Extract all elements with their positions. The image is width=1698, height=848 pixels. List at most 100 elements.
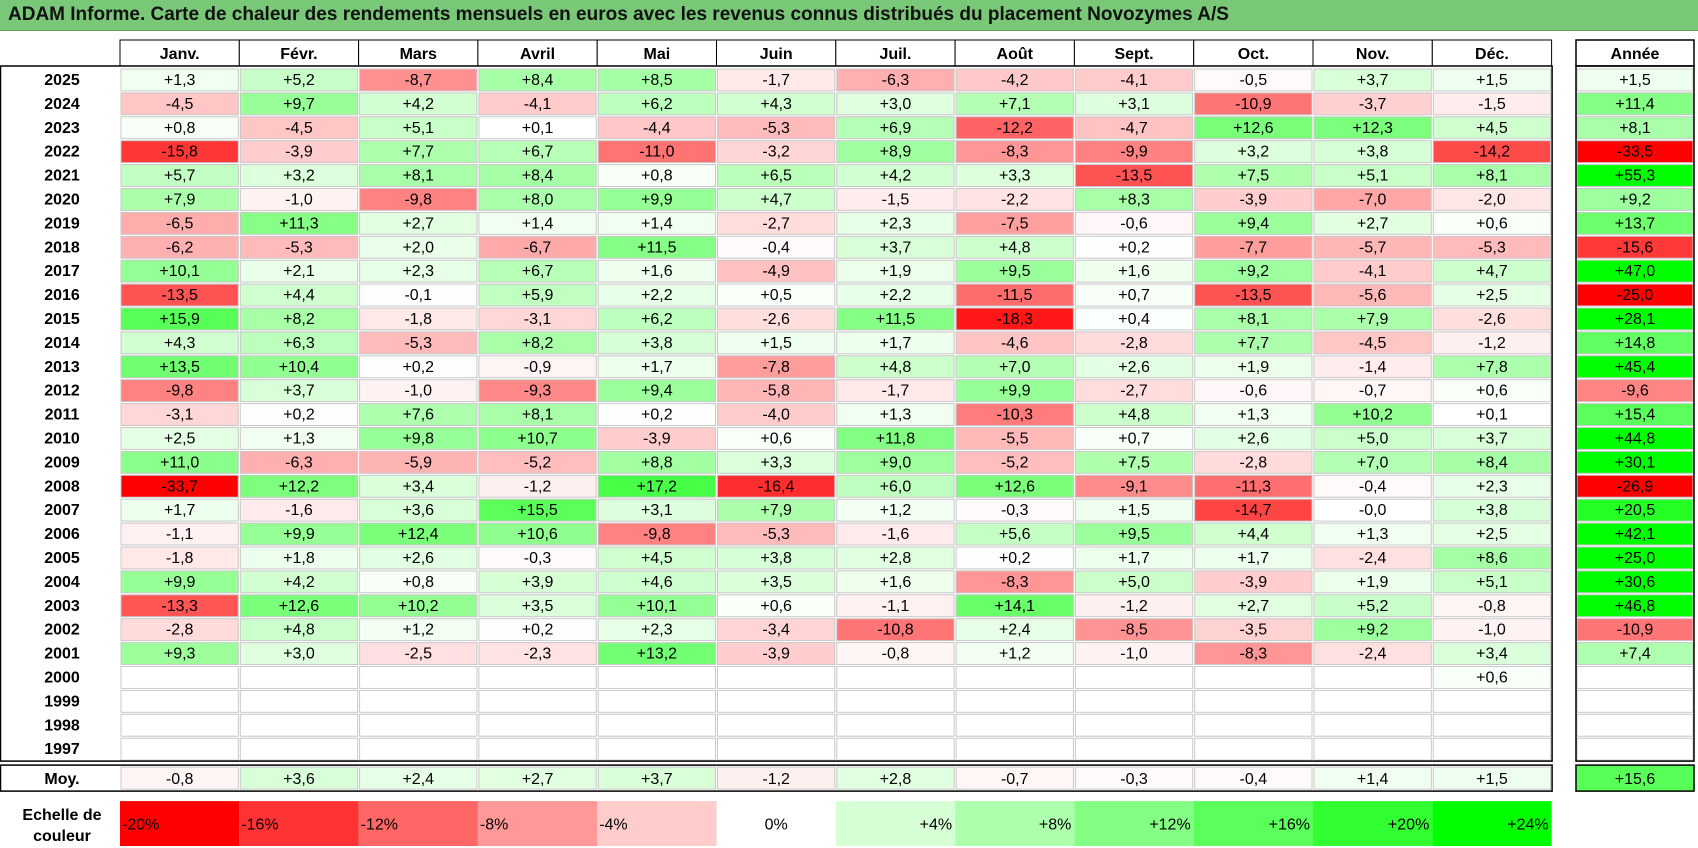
cell-value: +4,8 [999,239,1031,256]
scale-swatch [955,801,1075,846]
heatmap-cell [120,211,239,235]
cell-value: +1,5 [1118,502,1150,519]
scale-label-value: -8% [480,817,508,834]
heatmap-cell [1432,259,1552,283]
heatmap-cell [1194,355,1313,379]
average-value: +1,5 [1476,771,1508,788]
heatmap-cell [1313,355,1432,379]
cell-value: -2,2 [1001,192,1029,209]
cell-value: -5,6 [1359,287,1387,304]
heatmap-cell [597,235,717,259]
year-label: 1997 [44,741,80,758]
heatmap-cell [1074,188,1194,211]
cell-value: +1,6 [641,263,673,280]
heatmap-cell [717,355,836,379]
cell-value: -4,6 [1001,335,1029,352]
cell-value: -1,4 [1359,359,1387,376]
cell-value: +4,5 [641,550,673,567]
heatmap-cell [836,546,955,570]
year-label: 2019 [44,215,80,232]
cell-value: -7,8 [762,359,790,376]
cell-value: +6,0 [880,478,912,495]
cell-value: +1,3 [1357,526,1389,543]
heatmap-cell [1194,307,1313,331]
cell-value: -10,8 [877,622,914,639]
annual-value: +44,8 [1615,431,1656,448]
cell-value: -4,1 [524,96,552,113]
cell-value: +0,2 [402,359,434,376]
cell-value: +2,2 [641,287,673,304]
cell-value: -5,7 [1359,239,1387,256]
average-cell [597,766,717,790]
average-value: +2,4 [402,771,434,788]
cell-value: +0,1 [1476,407,1508,424]
heatmap-cell [478,546,597,570]
heatmap-cell [120,737,239,761]
heatmap-cell [836,188,955,211]
column-header: Janv. [160,46,200,63]
heatmap-cell [717,140,836,164]
cell-value: -2,8 [1120,335,1148,352]
heatmap-cell [239,403,359,427]
heatmap-cell [478,594,597,618]
cell-value: +5,1 [1476,574,1508,591]
heatmap-cell [717,570,836,594]
heatmap-cell [1194,259,1313,283]
cell-value: +12,4 [398,526,439,543]
heatmap-cell [1194,570,1313,594]
heatmap-cell [359,235,478,259]
cell-value: -1,0 [1478,622,1506,639]
heatmap-cell [359,307,478,331]
year-label: 2024 [44,96,80,113]
heatmap-cell [359,211,478,235]
heatmap-cell [239,713,359,737]
year-label: 2014 [44,335,80,352]
cell-value: -1,0 [404,383,432,400]
cell-value: +10,7 [517,431,558,448]
cell-value: +0,6 [1476,383,1508,400]
heatmap-cell [955,140,1074,164]
annual-cell [1576,689,1694,713]
heatmap-cell [1432,474,1552,498]
average-cell [478,766,597,790]
scale-label: Echelle de [22,807,101,824]
heatmap-cell [239,546,359,570]
heatmap-cell [1432,116,1552,140]
heatmap-cell [717,427,836,450]
cell-value: +4,8 [1118,407,1150,424]
heatmap-cell [1194,618,1313,642]
cell-value: -1,8 [166,550,194,567]
heatmap-cell [1313,642,1432,665]
heatmap-cell [1194,283,1313,307]
heatmap-cell [1313,498,1432,522]
heatmap-cell [1432,188,1552,211]
heatmap-cell [717,594,836,618]
cell-value: -2,8 [166,622,194,639]
cell-value: +3,8 [1476,502,1508,519]
heatmap-cell [597,283,717,307]
cell-value: +9,5 [999,263,1031,280]
cell-value: -5,2 [1001,454,1029,471]
heatmap-cell [1074,618,1194,642]
heatmap-cell [239,68,359,92]
cell-value: +0,8 [402,574,434,591]
annual-value: +11,4 [1615,96,1654,113]
heatmap-cell [1194,594,1313,618]
cell-value: -13,3 [161,598,198,615]
cell-value: +1,5 [760,335,792,352]
heatmap-cell [359,283,478,307]
heatmap-cell [359,713,478,737]
cell-value: -3,4 [762,622,790,639]
heatmap-cell [1074,283,1194,307]
heatmap-cell [359,188,478,211]
cell-value: -2,4 [1359,646,1387,663]
chart-title: ADAM Informe. Carte de chaleur des rende… [8,4,1229,25]
header-cell [1431,39,1553,67]
cell-value: +0,8 [641,168,673,185]
heatmap-cell [120,498,239,522]
heatmap-cell [1432,642,1552,665]
annual-value: +8,1 [1619,120,1651,137]
annual-value: +30,6 [1615,574,1656,591]
heatmap-cell [597,188,717,211]
